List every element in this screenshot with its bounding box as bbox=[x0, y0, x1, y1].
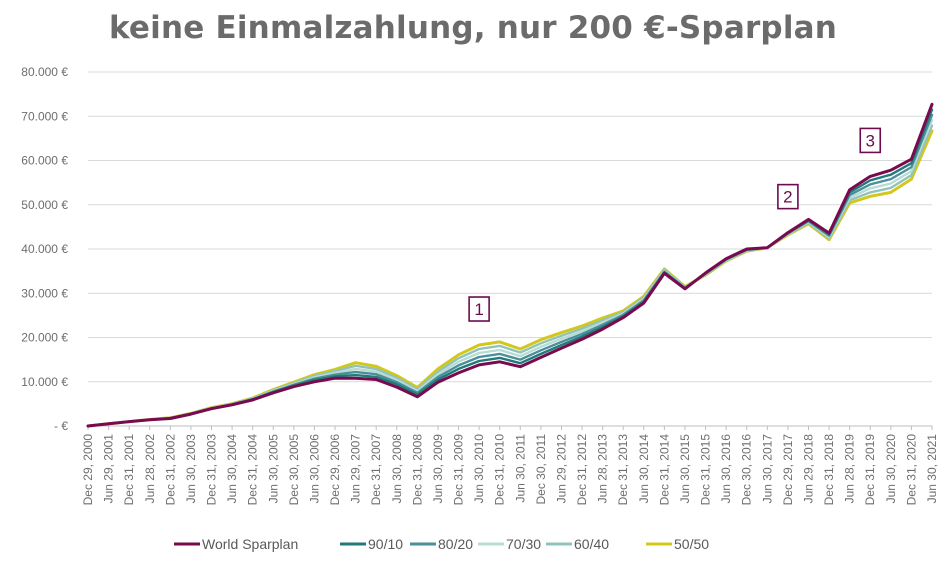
legend-item: 50/50 bbox=[646, 536, 709, 552]
legend-label: 50/50 bbox=[674, 536, 709, 552]
legend-item: 80/20 bbox=[410, 536, 473, 552]
annotation-box bbox=[859, 127, 882, 154]
x-tick-label: Jun 29, 2012 bbox=[554, 434, 568, 504]
x-tick-label: Jun 30, 2005 bbox=[266, 434, 280, 504]
series-line-world-sparplan bbox=[86, 102, 934, 428]
x-tick-label: Dec 31, 2007 bbox=[369, 434, 383, 506]
legend-label: World Sparplan bbox=[202, 536, 298, 552]
series-line-80-20 bbox=[86, 113, 934, 428]
x-tick-label: Jun 30, 2017 bbox=[760, 434, 774, 504]
x-tick-label: Jun 28, 2013 bbox=[596, 434, 610, 504]
y-tick-label: 10.000 € bbox=[21, 375, 68, 389]
x-tick-label: Dec 30, 2016 bbox=[740, 434, 754, 506]
y-tick-label: - € bbox=[54, 419, 68, 433]
x-tick-label: Jun 30, 2020 bbox=[884, 434, 898, 504]
x-tick-label: Dec 31, 2012 bbox=[575, 434, 589, 506]
annotation-marker: 1 bbox=[468, 296, 490, 322]
x-tick-label: Dec 31, 2015 bbox=[699, 434, 713, 506]
x-tick-label: Dec 31, 2004 bbox=[246, 434, 260, 506]
y-axis-ticks: - € 10.000 € 20.000 € 30.000 € 40.000 € 50.00… bbox=[21, 65, 68, 433]
y-tick-label: 80.000 € bbox=[21, 65, 68, 79]
x-tick-label: Dec 29, 2006 bbox=[328, 434, 342, 506]
x-tick-label: Jun 30, 2009 bbox=[431, 434, 445, 504]
y-tick-label: 50.000 € bbox=[21, 198, 68, 212]
series-line-60-40 bbox=[86, 124, 934, 428]
x-tick-label: Dec 31, 2014 bbox=[657, 434, 671, 506]
legend-label: 90/10 bbox=[368, 536, 403, 552]
x-tick-label: Dec 31, 2008 bbox=[410, 434, 424, 506]
legend: World Sparplan 90/10 80/20 70/30 60/40 50/50 bbox=[174, 536, 709, 552]
legend-item: World Sparplan bbox=[174, 536, 298, 552]
x-tick-label: Dec 31, 2002 bbox=[163, 434, 177, 506]
x-axis-ticks: Dec 29, 2000 Jun 29, 2001 Dec 31, 2001 Jun … bbox=[81, 426, 939, 505]
legend-item: 70/30 bbox=[478, 536, 541, 552]
series-line-70-30 bbox=[86, 118, 934, 428]
x-tick-label: Dec 31, 2019 bbox=[863, 434, 877, 506]
x-tick-label: Dec 29, 2017 bbox=[781, 434, 795, 506]
legend-label: 70/30 bbox=[506, 536, 541, 552]
x-tick-label: Jun 30, 2016 bbox=[719, 434, 733, 504]
x-tick-label: Jun 29, 2018 bbox=[801, 434, 815, 504]
gridlines bbox=[88, 71, 932, 427]
x-tick-label: Dec 31, 2018 bbox=[822, 434, 836, 506]
legend-item: 90/10 bbox=[340, 536, 403, 552]
x-tick-label: Dec 31, 2009 bbox=[452, 434, 466, 506]
series-line-90-10 bbox=[86, 108, 934, 428]
x-tick-label: Jun 30, 2004 bbox=[225, 434, 239, 504]
x-tick-label: Jun 30, 2010 bbox=[472, 434, 486, 504]
annotation-marker: 3 bbox=[859, 127, 882, 154]
series-lines bbox=[86, 102, 934, 428]
legend-label: 80/20 bbox=[438, 536, 473, 552]
x-tick-label: Dec 31, 2013 bbox=[616, 434, 630, 506]
annotation-label: 1 bbox=[474, 300, 483, 319]
x-tick-label: Jun 30, 2021 bbox=[925, 434, 939, 504]
x-tick-label: Jun 30, 2008 bbox=[390, 434, 404, 504]
x-tick-label: Dec 29, 2000 bbox=[81, 434, 95, 506]
x-tick-label: Dec 31, 2003 bbox=[205, 434, 219, 506]
y-tick-label: 40.000 € bbox=[21, 242, 68, 256]
x-tick-label: Jun 30, 2014 bbox=[637, 434, 651, 504]
x-tick-label: Dec 30, 2005 bbox=[287, 434, 301, 506]
y-tick-label: 70.000 € bbox=[21, 109, 68, 123]
annotation-marker: 2 bbox=[777, 183, 799, 210]
x-tick-label: Jun 28, 2002 bbox=[143, 434, 157, 504]
y-tick-label: 20.000 € bbox=[21, 331, 68, 345]
annotation-box bbox=[468, 296, 490, 322]
x-tick-label: Dec 30, 2011 bbox=[534, 434, 548, 505]
x-tick-label: Jun 29, 2007 bbox=[349, 434, 363, 504]
x-tick-label: Jun 30, 2011 bbox=[513, 434, 527, 503]
x-tick-label: Jun 30, 2003 bbox=[184, 434, 198, 504]
x-tick-label: Jun 30, 2006 bbox=[307, 434, 321, 504]
annotation-label: 2 bbox=[783, 188, 792, 207]
legend-item: 60/40 bbox=[546, 536, 609, 552]
legend-label: 60/40 bbox=[574, 536, 609, 552]
annotations: 1 2 3 bbox=[468, 127, 882, 322]
x-tick-label: Dec 31, 2020 bbox=[904, 434, 918, 506]
y-tick-label: 60.000 € bbox=[21, 154, 68, 168]
annotation-label: 3 bbox=[866, 131, 875, 150]
x-tick-label: Jun 28, 2019 bbox=[843, 434, 857, 504]
x-tick-label: Jun 29, 2001 bbox=[102, 434, 116, 504]
x-tick-label: Dec 31, 2001 bbox=[122, 434, 136, 506]
chart-title: keine Einmalzahlung, nur 200 €-Sparplan bbox=[108, 10, 838, 46]
x-tick-label: Dec 31, 2010 bbox=[493, 434, 507, 506]
y-tick-label: 30.000 € bbox=[21, 286, 68, 300]
annotation-box bbox=[777, 183, 799, 210]
x-tick-label: Jun 30, 2015 bbox=[678, 434, 692, 504]
